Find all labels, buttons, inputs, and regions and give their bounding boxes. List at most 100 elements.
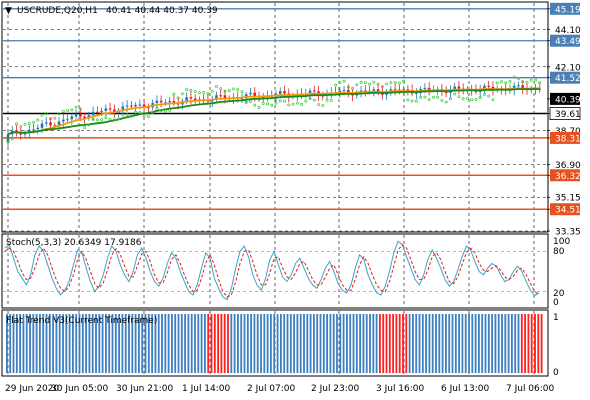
flat-trend-bar (392, 314, 395, 373)
sar-dot (423, 95, 427, 99)
sar-dot (249, 99, 252, 103)
sar-dot (440, 98, 444, 102)
flat-trend-bar (177, 314, 180, 373)
price-axis-label: 44.10 (555, 26, 581, 36)
sar-dot (66, 108, 70, 112)
candle-body (125, 105, 129, 107)
sar-dot (232, 87, 235, 91)
sar-dot (108, 117, 112, 121)
sar-dot (325, 98, 329, 102)
time-axis-label: 6 Jul 13:00 (441, 384, 490, 394)
sar-dot (334, 83, 338, 87)
flat-trend-bar (171, 314, 173, 373)
flat-trend-bar (180, 314, 183, 373)
time-axis-label: 2 Jul 07:00 (247, 384, 296, 394)
candle-body (249, 92, 252, 95)
flat-trend-bar (154, 314, 157, 373)
flat-trend-bar (534, 314, 536, 373)
parabolic-sar (6, 75, 542, 144)
sar-dot (78, 107, 82, 111)
time-axis-label: 3 Jul 16:00 (376, 384, 425, 394)
flat-trend-bar (425, 314, 428, 373)
flat-trend-bar (484, 314, 487, 373)
flat-trend-bar (256, 314, 259, 373)
collapse-arrow-icon[interactable]: ▼ (5, 6, 12, 16)
candle-body (338, 90, 342, 93)
flat-trend-bar (207, 314, 210, 373)
sar-dot (223, 89, 227, 93)
flat-trend-bar (270, 314, 272, 373)
flat-trend-bar (210, 314, 213, 373)
flat-trend-bar (72, 314, 74, 373)
moving-averages (7, 87, 540, 136)
sar-dot (427, 98, 431, 102)
sar-dot (134, 110, 138, 114)
flat-trend-bar (128, 314, 130, 373)
flat-trend-bar (524, 314, 527, 373)
flat-trend-bar (32, 314, 35, 373)
sar-dot (138, 111, 142, 114)
flat-trend-bar (25, 314, 28, 373)
sar-dot (176, 96, 180, 100)
flat-trend-bar (421, 314, 424, 373)
flat-trend-axis-label: 0 (553, 368, 559, 378)
sar-dot (27, 121, 31, 125)
flat-trend-bar (217, 314, 220, 373)
flat-trend-bar (246, 314, 249, 373)
sar-dot (457, 95, 461, 99)
flat-trend-bar (464, 314, 467, 373)
flat-trend-bar (359, 314, 362, 373)
chart-symbol-title: USCRUDE,Q20,H1 (17, 6, 98, 16)
ma-fast-line (7, 87, 540, 136)
flat-trend-bar (309, 314, 312, 373)
flat-trend-bar (81, 314, 84, 373)
sar-dot (159, 108, 163, 112)
flat-trend-bar (514, 314, 517, 373)
flat-trend-bar (520, 314, 523, 373)
flat-trend-bar (276, 314, 279, 373)
sar-dot (168, 108, 172, 112)
sar-dot (202, 90, 206, 94)
sar-dot (397, 81, 401, 85)
sar-dot (538, 81, 542, 85)
sar-dot (372, 80, 376, 84)
candle-body (15, 130, 18, 132)
flat-trend-bar (88, 314, 91, 373)
sar-dot (359, 80, 363, 84)
stoch-axis-label: 100 (553, 237, 570, 247)
stochastic-lines (4, 240, 540, 301)
flat-trend-bar (194, 314, 196, 373)
sar-dot (521, 80, 525, 84)
flat-trend-bar (329, 314, 332, 373)
flat-trend-bar (375, 314, 378, 373)
sar-dot (508, 80, 512, 83)
flat-trend-bar (306, 314, 309, 373)
sar-dot (70, 108, 74, 112)
flat-trend-bar (263, 314, 266, 373)
flat-trend-bar (507, 314, 510, 373)
flat-trend-bar (454, 314, 457, 373)
time-axis-label: 7 Jul 06:00 (506, 384, 555, 394)
sar-dot (414, 99, 418, 103)
flat-trend-bar (48, 314, 51, 373)
flat-trend-bar (468, 314, 470, 373)
horizontal-levels[interactable] (3, 8, 547, 210)
flat-trend-bar (134, 314, 137, 373)
flat-trend-bar (428, 314, 431, 373)
candle-body (240, 98, 244, 100)
flat-trend-bar (62, 314, 64, 373)
flat-trend-bar (223, 314, 226, 373)
price-axis-label: 34.51 (555, 206, 581, 216)
sar-dot (504, 81, 508, 85)
flat-trend-bar (346, 314, 348, 373)
stoch-axis-label: 20 (553, 289, 565, 299)
flat-trend-bar (369, 314, 371, 373)
sar-dot (465, 96, 469, 100)
sar-dot (219, 87, 223, 91)
flat-trend-bar (164, 314, 167, 373)
price-tag (550, 131, 580, 144)
flat-trend-bar (355, 314, 358, 373)
sar-dot (308, 97, 312, 101)
